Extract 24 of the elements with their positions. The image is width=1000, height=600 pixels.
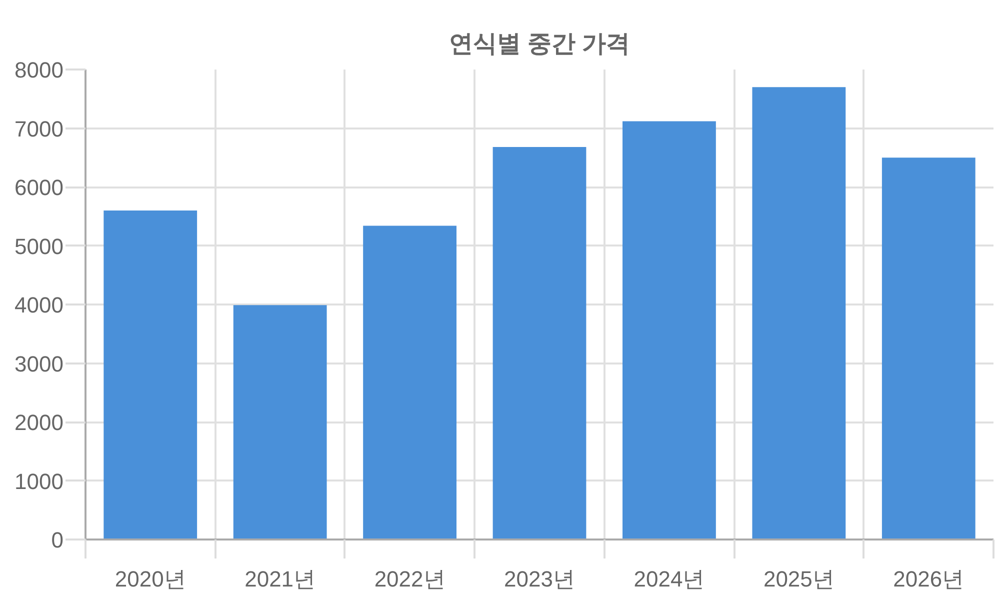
y-tick-label: 7000 [14,116,64,142]
x-tick-label: 2024년 [634,566,705,592]
y-tick-label: 2000 [14,410,64,435]
x-tick-label: 2020년 [114,566,186,592]
bar [622,121,716,540]
x-tick-label: 2025년 [763,566,834,592]
y-tick-label: 5000 [14,234,64,259]
bar [104,210,198,540]
y-tick-label: 4000 [14,292,64,318]
bar [363,226,456,540]
y-tick-label: 6000 [14,175,64,200]
y-tick-label: 1000 [14,468,64,494]
bar [492,147,586,540]
x-tick-label: 2026년 [893,566,964,592]
y-tick-label: 3000 [14,351,64,376]
y-tick-label: 0 [51,528,64,552]
bar [233,305,327,540]
bar [882,158,976,540]
x-tick-label: 2021년 [244,566,316,592]
x-tick-label: 2022년 [374,566,446,592]
bar [752,87,846,540]
x-tick-label: 2023년 [504,566,575,592]
chart-title: 연식별 중간 가격 [448,30,630,58]
y-tick-label: 8000 [14,58,64,82]
